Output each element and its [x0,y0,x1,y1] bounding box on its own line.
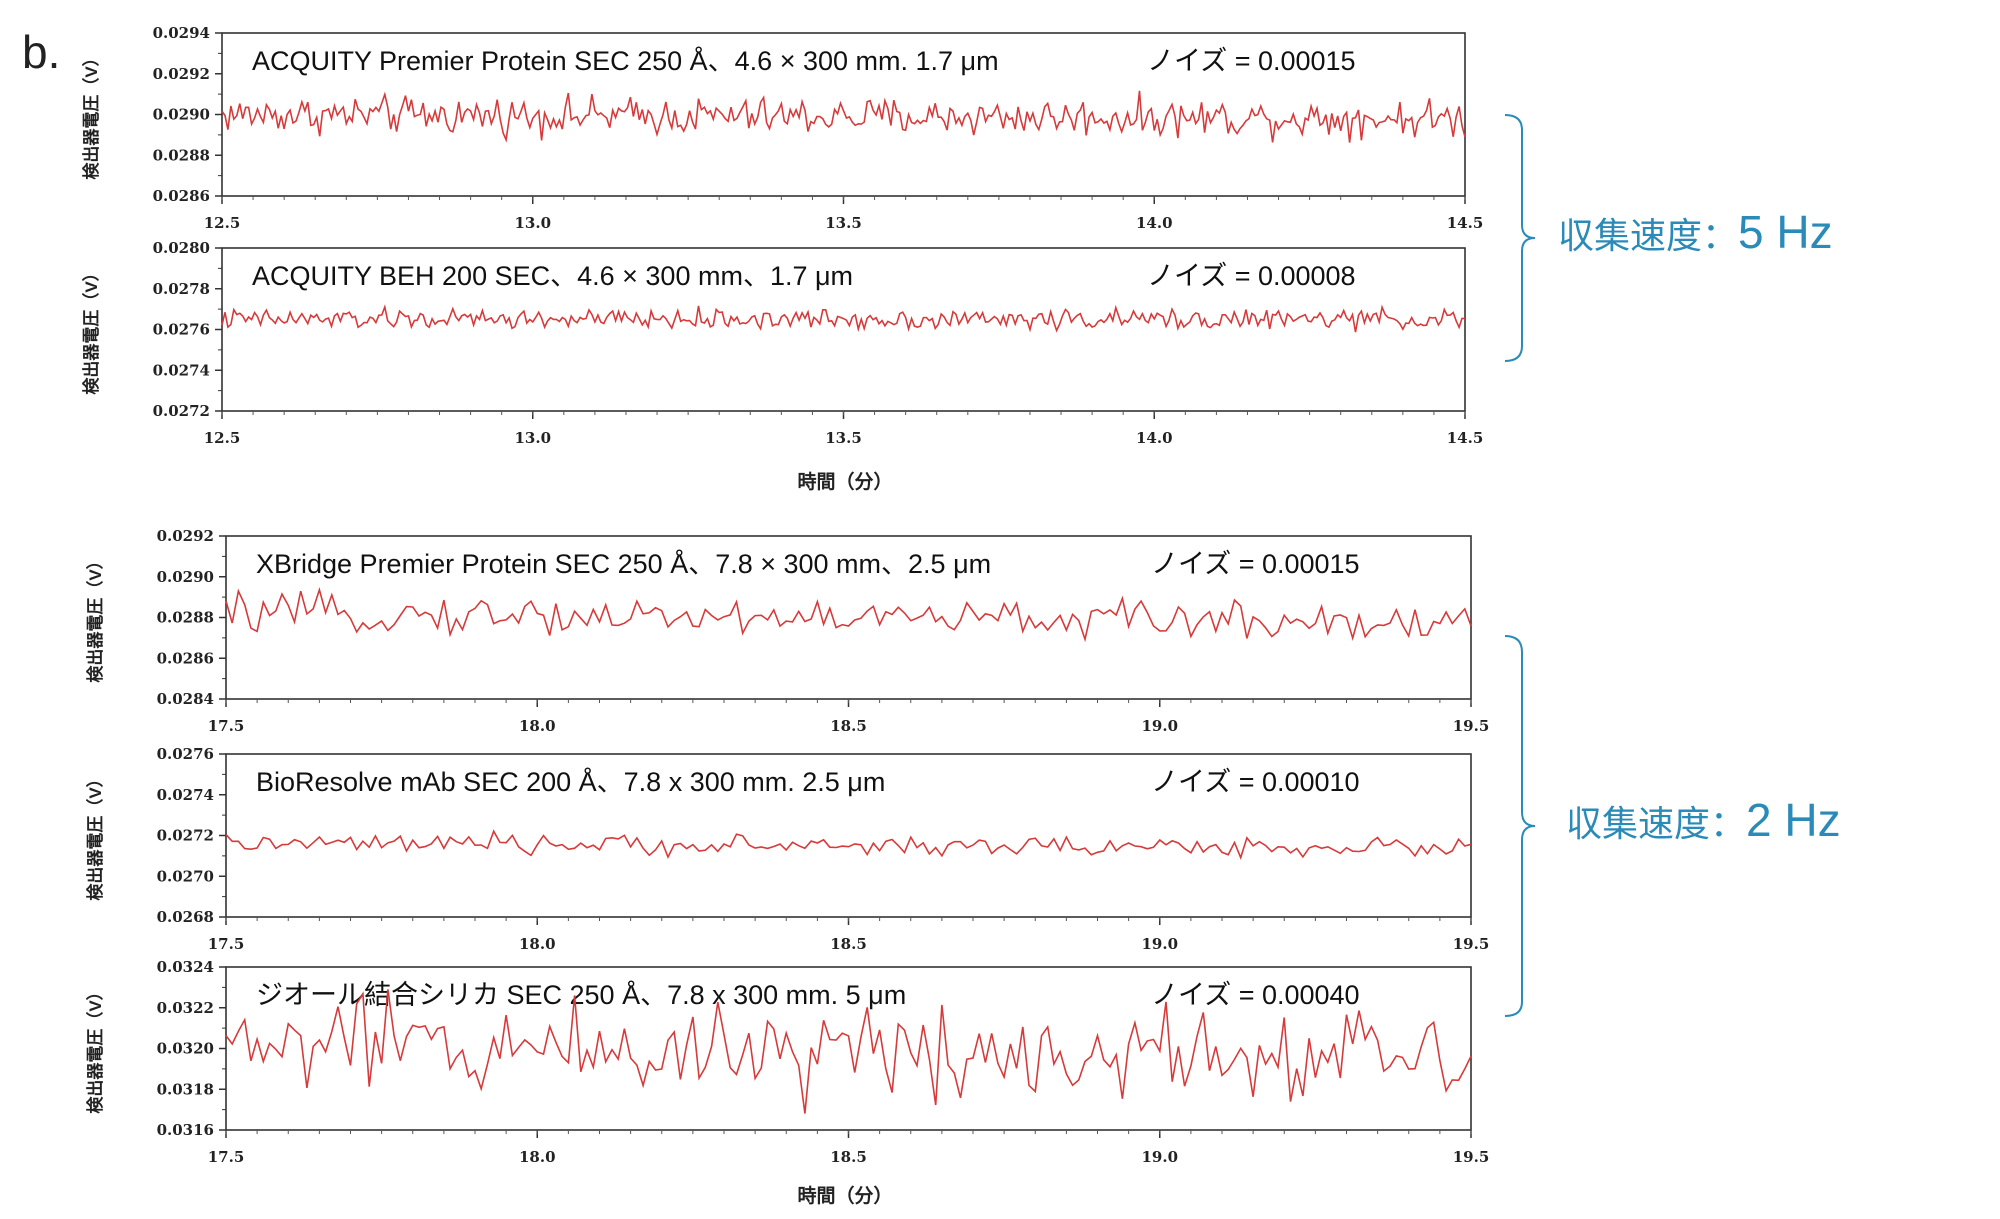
rate-value-top: 5 Hz [1738,206,1833,258]
x-axis-title-top: 時間（分） [797,470,892,493]
y-tick-label: 0.0288 [157,609,214,627]
rate-label-top-text: 収集速度： [1558,215,1738,256]
chart-title: ジオール結合シリカ SEC 250 Å、7.8 x 300 mm. 5 μm [256,979,906,1010]
noise-label: ノイズ = 0.00015 [1147,46,1356,76]
x-tick-label: 13.5 [825,429,862,447]
chart-panel-4: 0.0276 0.0274 0.0272 0.0270 0.0268 17.5 18.0 18… [85,745,1489,953]
noise-label: ノイズ = 0.00015 [1151,549,1360,579]
x-tick-label: 18.5 [830,935,867,953]
x-tick-label: 18.5 [830,1148,867,1166]
chart-title: XBridge Premier Protein SEC 250 Å、7.8 × … [256,548,991,579]
y-tick-label: 0.0272 [157,827,214,845]
y-axis-title: 検出器電圧（V） [85,983,105,1113]
x-tick-label: 17.5 [208,717,245,735]
bracket-bottom [1504,635,1536,1017]
x-tick-label: 19.0 [1141,717,1178,735]
x-tick-label: 13.0 [514,214,551,232]
noise-label: ノイズ = 0.00008 [1147,261,1356,291]
rate-label-bottom-text: 収集速度： [1566,803,1746,844]
x-axis-title-bottom: 時間（分） [797,1184,892,1207]
y-tick-label: 0.0272 [153,402,210,420]
y-tick-label: 0.0284 [157,690,214,708]
y-tick-label: 0.0292 [153,65,210,83]
x-tick-label: 12.5 [204,429,241,447]
x-tick-label: 18.5 [830,717,867,735]
x-tick-label: 14.5 [1447,214,1484,232]
noise-label: ノイズ = 0.00040 [1151,980,1360,1010]
y-tick-label: 0.0280 [153,239,210,257]
x-tick-label: 17.5 [208,935,245,953]
trace-line [225,989,1472,1114]
y-tick-label: 0.0322 [157,999,214,1017]
y-axis-title: 検出器電圧（V） [85,552,105,682]
x-tick-label: 12.5 [204,214,241,232]
chart-panel-3: 0.0292 0.0290 0.0288 0.0286 0.0284 17.5 18.0 18… [85,527,1489,735]
chart-title: ACQUITY Premier Protein SEC 250 Å、4.6 × … [252,45,999,76]
bracket-top [1504,114,1536,362]
x-tick-label: 18.0 [519,1148,556,1166]
x-tick-label: 19.5 [1453,935,1490,953]
trace-line [225,829,1472,860]
x-tick-label: 19.5 [1453,717,1490,735]
y-tick-label: 0.0290 [157,568,214,586]
y-tick-label: 0.0288 [153,146,210,164]
y-tick-label: 0.0274 [153,361,210,379]
x-tick-label: 18.0 [519,717,556,735]
y-tick-label: 0.0274 [157,786,214,804]
y-axis-title: 検出器電圧（V） [85,770,105,900]
y-tick-label: 0.0286 [157,649,214,667]
chart-panel-5: 0.0324 0.0322 0.0320 0.0318 0.0316 17.5 18.0 18… [85,958,1489,1166]
trace-line [225,586,1472,643]
x-tick-label: 19.5 [1453,1148,1490,1166]
x-tick-label: 18.0 [519,935,556,953]
y-tick-label: 0.0276 [153,321,210,339]
y-tick-label: 0.0276 [157,745,214,763]
chart-panel-1: 0.0294 0.0292 0.0290 0.0288 0.0286 12.5 13.0 13… [81,24,1483,232]
x-tick-label: 19.0 [1141,935,1178,953]
y-tick-label: 0.0268 [157,908,214,926]
chart-panel-2: 0.0280 0.0278 0.0276 0.0274 0.0272 12.5 13.0 13… [81,239,1483,447]
x-tick-label: 13.5 [825,214,862,232]
y-tick-label: 0.0294 [153,24,210,42]
x-tick-label: 14.0 [1136,429,1173,447]
x-tick-label: 14.0 [1136,214,1173,232]
y-tick-label: 0.0320 [157,1040,214,1058]
y-axis-title: 検出器電圧（V） [81,49,101,179]
trace-line [221,90,1466,143]
y-tick-label: 0.0290 [153,106,210,124]
y-tick-label: 0.0292 [157,527,214,545]
x-tick-label: 13.0 [514,429,551,447]
y-tick-label: 0.0318 [157,1080,214,1098]
x-tick-label: 17.5 [208,1148,245,1166]
trace-line [221,304,1466,333]
rate-value-bottom: 2 Hz [1746,794,1841,846]
x-tick-label: 14.5 [1447,429,1484,447]
x-tick-label: 19.0 [1141,1148,1178,1166]
y-tick-label: 0.0324 [157,958,214,976]
rate-label-top: 収集速度：5 Hz [1558,206,1833,258]
chart-title: BioResolve mAb SEC 200 Å、7.8 x 300 mm. 2… [256,766,885,797]
chart-panels: 0.0294 0.0292 0.0290 0.0288 0.0286 12.5 13.0 13… [81,24,1489,1166]
y-tick-label: 0.0278 [153,280,210,298]
panel-label: b. [22,26,60,78]
y-axis-title: 検出器電圧（V） [81,264,101,394]
y-tick-label: 0.0316 [157,1121,214,1139]
chart-title: ACQUITY BEH 200 SEC、4.6 × 300 mm、1.7 μm [252,261,853,291]
rate-label-bottom: 収集速度：2 Hz [1566,794,1841,846]
noise-label: ノイズ = 0.00010 [1151,767,1360,797]
y-tick-label: 0.0286 [153,187,210,205]
y-tick-label: 0.0270 [157,867,214,885]
